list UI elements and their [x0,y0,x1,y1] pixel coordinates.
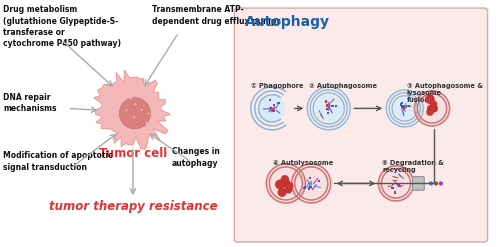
Text: Autophagy: Autophagy [245,15,330,29]
Circle shape [122,125,124,127]
Bar [272,109,274,111]
Bar [310,186,312,188]
Circle shape [134,86,136,88]
Circle shape [394,98,415,119]
FancyBboxPatch shape [412,177,424,190]
Bar [308,187,310,190]
Bar [302,186,305,189]
Bar [272,110,275,112]
Circle shape [118,112,120,114]
Bar [408,104,410,107]
Circle shape [278,188,286,197]
Circle shape [128,89,130,91]
FancyBboxPatch shape [234,8,487,242]
Circle shape [430,101,437,108]
Circle shape [117,130,119,132]
Circle shape [438,181,443,185]
Circle shape [154,104,156,106]
Circle shape [430,105,438,112]
Text: ⑤ Degradation &
recycling: ⑤ Degradation & recycling [382,160,444,173]
Bar [278,102,280,104]
Circle shape [122,86,124,88]
Circle shape [120,98,150,129]
Circle shape [152,112,154,114]
Text: ① Phagophore: ① Phagophore [251,83,304,89]
Bar [392,187,394,189]
Circle shape [276,180,284,189]
Circle shape [146,122,148,124]
Bar [335,105,338,107]
Circle shape [315,95,342,122]
Circle shape [281,175,288,183]
Text: ② Autophagosome: ② Autophagosome [310,83,378,89]
Bar [398,185,401,187]
Circle shape [384,171,408,196]
Circle shape [434,181,438,185]
Bar [268,99,271,101]
Text: Changes in
autophagy: Changes in autophagy [172,147,220,168]
Bar [325,101,327,103]
Circle shape [260,96,285,121]
Circle shape [272,169,300,198]
Circle shape [114,95,116,97]
Bar [273,104,276,106]
Bar [326,108,328,110]
Bar [309,177,312,180]
Circle shape [156,111,158,113]
Circle shape [130,97,132,99]
Circle shape [148,95,150,97]
Polygon shape [94,70,170,149]
Bar [401,105,403,108]
Text: ③ Autophagosome &
lysosome
fusion: ③ Autophagosome & lysosome fusion [406,83,482,103]
Circle shape [426,95,434,104]
Circle shape [131,88,132,90]
Bar [270,107,272,109]
Circle shape [148,113,150,115]
Circle shape [140,89,141,91]
Bar [403,106,406,109]
Bar [398,184,400,186]
Circle shape [133,117,135,118]
Bar [394,191,396,194]
Bar [396,183,399,185]
Bar [392,183,394,185]
Text: Tumor cell: Tumor cell [99,147,167,160]
Circle shape [429,181,433,185]
Circle shape [429,105,436,112]
Bar [332,105,334,107]
Circle shape [427,105,435,113]
Circle shape [134,103,136,105]
Text: ④ Autolysosome: ④ Autolysosome [273,160,334,166]
Circle shape [286,182,293,189]
Circle shape [426,109,434,116]
Circle shape [112,125,114,127]
Bar [304,186,306,189]
Text: DNA repair
mechanisms: DNA repair mechanisms [4,93,57,113]
Bar [400,102,403,104]
Text: Drug metabolism
(glutathione Glypeptide-S-
transferase or
cytochrome P450 pathwa: Drug metabolism (glutathione Glypeptide-… [4,5,122,48]
Text: Modification of apoptotic
signal transduction: Modification of apoptotic signal transdu… [4,151,113,172]
Bar [326,104,328,107]
Circle shape [296,169,326,198]
Text: tumor therapy resistance: tumor therapy resistance [48,200,217,213]
Bar [318,180,320,182]
Bar [400,103,402,105]
Text: Transmembrane ATP-
dependent drug efflux pumps: Transmembrane ATP- dependent drug efflux… [152,5,282,26]
Circle shape [420,96,444,121]
Bar [402,105,404,107]
Circle shape [126,109,128,111]
Circle shape [285,186,292,193]
Circle shape [281,179,290,188]
Circle shape [147,126,149,128]
Bar [327,112,330,114]
Circle shape [140,109,142,111]
